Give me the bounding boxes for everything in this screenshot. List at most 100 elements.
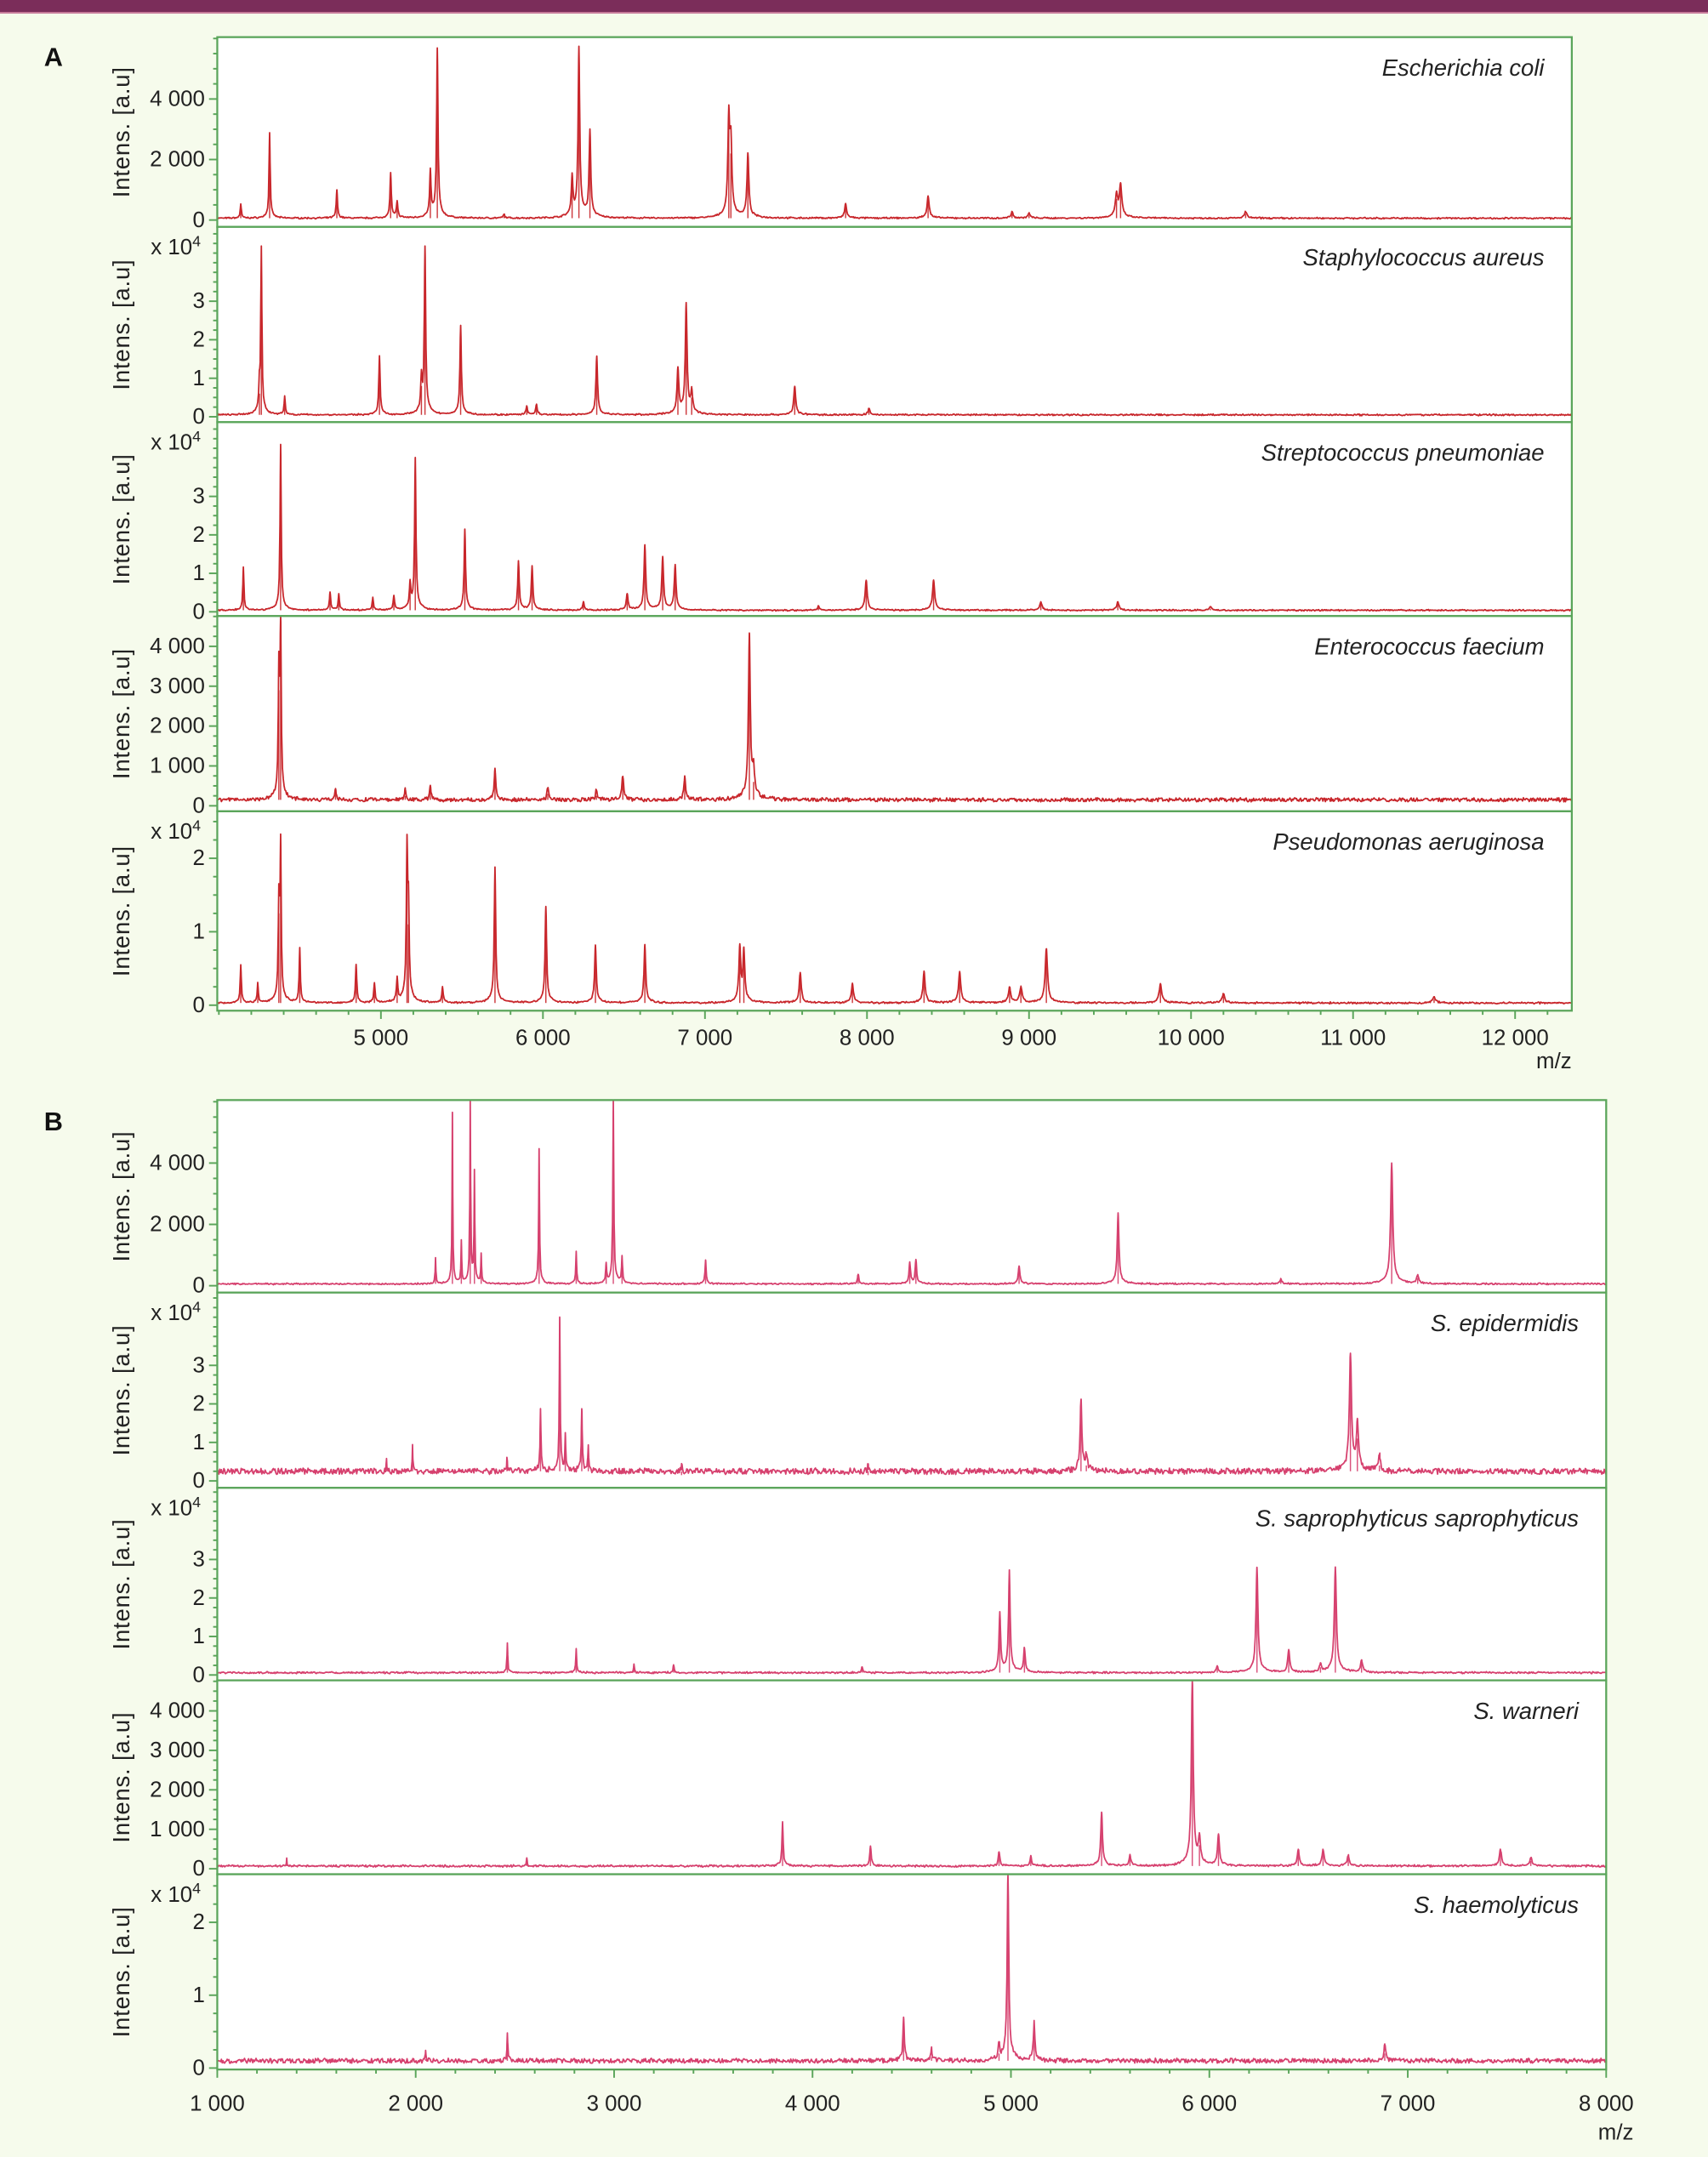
y-scale-label: x 104 xyxy=(151,817,201,844)
plot-frame xyxy=(216,810,1574,1012)
subplot-pseudomonas-aeruginosa: 0 1 2x 104 Intens. [a.u] Pseudomonas aerugin… xyxy=(108,810,1574,1017)
y-scale-exponent: 4 xyxy=(192,1494,201,1511)
y-tick-label: 1 xyxy=(192,1431,204,1454)
y-tick-label: 2 000 xyxy=(150,1778,205,1801)
x-tick-label: 11 000 xyxy=(1320,1027,1386,1050)
y-scale-base: x 10 xyxy=(151,820,192,844)
y-scale-label: x 104 xyxy=(151,1494,201,1521)
y-tick-label: 1 xyxy=(192,367,204,390)
y-tick-label: 0 xyxy=(192,794,204,817)
x-tick-label: 8 000 xyxy=(840,1027,895,1050)
x-tick-label: 2 000 xyxy=(388,2092,443,2116)
y-tick-label: 0 xyxy=(192,405,204,429)
y-axis-label: Intens. [a.u] xyxy=(108,453,134,584)
plot-area xyxy=(217,422,1572,617)
species-label: Pseudomonas aeruginosa xyxy=(1272,828,1544,855)
y-tick-label: 2 xyxy=(192,1910,204,1934)
panel-letter: A xyxy=(44,43,63,72)
y-scale-base: x 10 xyxy=(151,431,192,455)
y-tick-label: 2 000 xyxy=(150,1213,205,1237)
plot-area xyxy=(217,811,1572,1011)
y-tick-label: 0 xyxy=(192,1663,204,1687)
y-scale-exponent: 4 xyxy=(192,1880,201,1897)
y-tick-label: 0 xyxy=(192,600,204,623)
y-tick-label: 0 xyxy=(192,993,204,1017)
y-tick-label: 0 xyxy=(192,2057,204,2080)
y-tick-label: 2 xyxy=(192,328,204,352)
top-color-bar xyxy=(0,0,1708,14)
y-scale-exponent: 4 xyxy=(192,1298,201,1315)
x-tick-label: 4 000 xyxy=(785,2092,840,2116)
x-tick-label: 7 000 xyxy=(1381,2092,1436,2116)
x-tick-label: 5 000 xyxy=(983,2092,1039,2116)
x-axis-label: m/z xyxy=(1536,1050,1572,1073)
y-tick-label: 4 000 xyxy=(150,87,205,111)
species-label: Staphylococcus aureus xyxy=(1303,244,1545,270)
spectrum-trace xyxy=(217,1873,1607,2064)
y-tick-label: 2 xyxy=(192,1586,204,1610)
y-scale-label: x 104 xyxy=(151,428,201,455)
x-tick-label: 9 000 xyxy=(1001,1027,1056,1050)
spectrum-trace xyxy=(216,1566,1607,1675)
plot-area xyxy=(217,1874,1607,2070)
y-tick-label: 1 000 xyxy=(150,1818,205,1841)
y-scale-label: x 104 xyxy=(151,232,201,259)
y-axis-label: Intens. [a.u] xyxy=(108,1130,134,1261)
y-scale-exponent: 4 xyxy=(192,232,201,249)
y-tick-label: 1 xyxy=(192,1983,204,2007)
subplot-enterococcus-faecium: 0 1 000 2 000 3 000 4 000 Intens. [a.u] Entero… xyxy=(108,615,1574,817)
y-scale-base: x 10 xyxy=(151,1497,192,1521)
y-tick-label: 4 000 xyxy=(150,635,205,658)
spectrum-trace xyxy=(217,1679,1607,1869)
plot-area xyxy=(217,1488,1607,1681)
y-tick-label: 2 xyxy=(192,846,204,870)
subplot-streptococcus-pneumoniae: 0 1 2 3 x 104 Intens. [a.u] Streptococcus pneu… xyxy=(108,421,1574,623)
y-axis-label: Intens. [a.u] xyxy=(108,1712,134,1843)
y-tick-label: 3 xyxy=(192,485,204,509)
y-tick-label: 4 000 xyxy=(150,1699,205,1723)
spectrum-trace xyxy=(216,833,1572,1005)
y-axis-label: Intens. [a.u] xyxy=(108,845,134,976)
plot-area xyxy=(217,1100,1607,1293)
y-tick-label: 3 000 xyxy=(150,674,205,698)
y-tick-label: 2 000 xyxy=(150,148,205,172)
subplot-staphylococcus-aureus: 0 1 2 3 x 104 Intens. [a.u] Staphylococcus aur… xyxy=(108,225,1574,429)
species-label: Escherichia coli xyxy=(1382,54,1546,81)
y-axis-label: Intens. [a.u] xyxy=(108,1518,134,1649)
x-tick-label: 3 000 xyxy=(587,2092,642,2116)
x-tick-label: 6 000 xyxy=(515,1027,571,1050)
species-label: S. epidermidis xyxy=(1431,1310,1579,1336)
x-tick-label: 10 000 xyxy=(1158,1027,1225,1050)
subplot-unlabeled: 0 2 000 4 000 Intens. [a.u] xyxy=(108,1099,1608,1298)
x-tick-label: 5 000 xyxy=(353,1027,408,1050)
species-label: S. haemolyticus xyxy=(1414,1892,1579,1918)
species-label: Enterococcus faecium xyxy=(1314,634,1544,660)
y-axis-label: Intens. [a.u] xyxy=(108,1324,134,1455)
spectrum-trace xyxy=(217,615,1573,803)
y-scale-label: x 104 xyxy=(151,1880,201,1907)
y-tick-label: 1 xyxy=(192,561,204,585)
plot-area xyxy=(217,226,1572,423)
subplot-s-epidermidis: 0 1 2 3 x 104 Intens. [a.u] S. epidermidis xyxy=(108,1291,1608,1493)
plot-frame xyxy=(216,1873,1608,2071)
y-tick-label: 2 xyxy=(192,1392,204,1416)
y-scale-base: x 10 xyxy=(151,1883,192,1907)
x-tick-label: 7 000 xyxy=(677,1027,732,1050)
subplot-escherichia-coli: 0 2 000 4 000 Intens. [a.u] Escherichia coli xyxy=(108,36,1574,232)
x-tick-label: 12 000 xyxy=(1482,1027,1549,1050)
plot-area xyxy=(217,37,1572,227)
y-tick-label: 3 000 xyxy=(150,1739,205,1762)
plot-area xyxy=(217,616,1572,811)
y-tick-label: 1 xyxy=(192,920,204,944)
y-scale-exponent: 4 xyxy=(192,817,201,834)
x-tick-label: 8 000 xyxy=(1579,2092,1634,2116)
y-tick-label: 0 xyxy=(192,208,204,232)
species-label: Streptococcus pneumoniae xyxy=(1261,440,1545,466)
x-axis-label: m/z xyxy=(1598,2121,1634,2145)
y-tick-label: 3 xyxy=(192,1548,204,1572)
x-tick-label: 1 000 xyxy=(190,2092,245,2116)
y-tick-label: 2 000 xyxy=(150,714,205,738)
